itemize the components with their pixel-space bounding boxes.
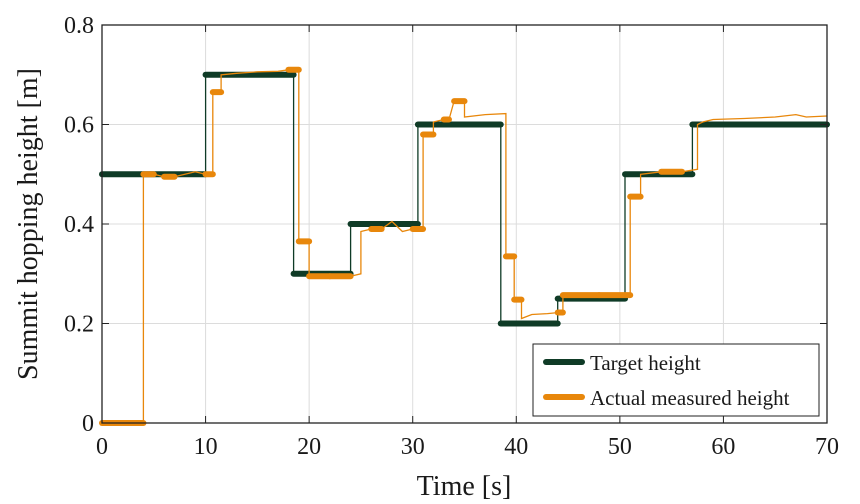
ticks: 0 10 20 30 40 50 60 70 0 0.2 0.4 0.6 0.8 [64,13,839,460]
legend: Target height Actual measured height [532,343,820,417]
legend-label-actual-measured-height: Actual measured height [590,386,790,410]
y-tick-label: 0.6 [64,113,94,139]
y-axis-label: Summit hopping height [m] [13,68,44,380]
x-tick-label: 10 [194,434,218,460]
y-tick-label: 0.4 [64,212,94,238]
x-tick-label: 20 [297,434,321,460]
y-tick-label: 0.8 [64,13,94,39]
x-tick-label: 40 [504,434,528,460]
x-tick-label: 0 [96,434,108,460]
x-tick-label: 30 [401,434,425,460]
x-axis-label: Time [s] [417,471,512,502]
x-tick-label: 60 [711,434,735,460]
y-tick-label: 0 [82,411,94,437]
x-tick-label: 50 [608,434,632,460]
legend-label-target-height: Target height [590,351,701,375]
y-tick-label: 0.2 [64,312,94,338]
legend-box [532,343,820,417]
x-tick-label: 70 [815,434,839,460]
